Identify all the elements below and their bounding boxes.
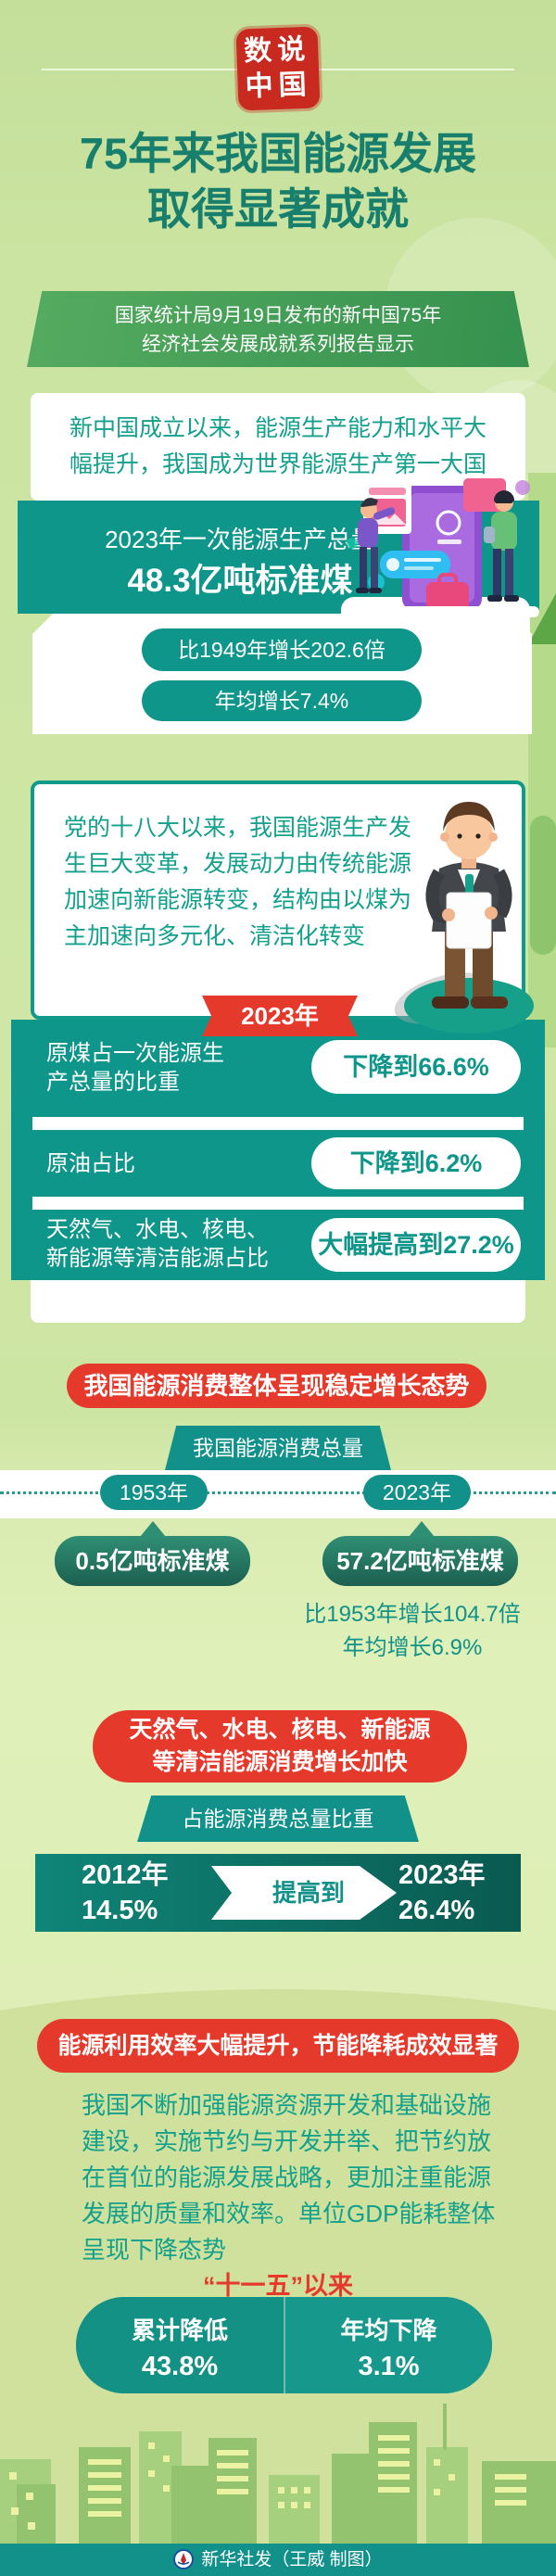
- efficiency-paragraph: 我国不断加强能源资源开发和基础设施 建设，实施节约与开发并举、把节约放 在首位的…: [82, 2087, 495, 2268]
- footer-credit-bar: 新华社发（王威 制图）: [0, 2544, 556, 2576]
- efficiency-stats-container: 累计降低 43.8% 年均下降 3.1%: [76, 2297, 492, 2393]
- consumption-headline-pill: 我国能源消费整体呈现稳定增长态势: [67, 1364, 486, 1408]
- end-value-text: 57.2亿吨标准煤: [336, 1547, 504, 1575]
- row3-label: 天然气、水电、核电、 新能源等清洁能源占比: [46, 1215, 269, 1273]
- production-growth-card: 比1949年增长202.6倍 年均增长7.4%: [32, 614, 532, 734]
- row1-value-pill: 下降到66.6%: [311, 1040, 521, 1094]
- stat1-value: 43.8%: [141, 2352, 219, 2381]
- decor-right-leaf: [530, 816, 556, 955]
- shuo-shuo-zhongguo-seal: 数说 中国: [235, 26, 321, 111]
- share-from-block: 2012年 14.5%: [82, 1858, 169, 1928]
- efficiency-para-line2: 建设，实施节约与开发并举、把节约放: [82, 2127, 492, 2155]
- efficiency-para-line1: 我国不断加强能源资源开发和基础设施: [82, 2091, 492, 2119]
- consumption-ribbon: 我国能源消费总量: [165, 1426, 391, 1470]
- efficiency-para-line4: 发展的质量和效率。单位GDP能耗整体: [82, 2200, 496, 2227]
- production-total-value: 48.3亿吨标准煤: [127, 563, 353, 599]
- clean-energy-headline: 天然气、水电、核电、新能源 等清洁能源消费增长加快: [93, 1710, 467, 1783]
- production-intro-line2: 幅提升，我国成为世界能源生产第一大国: [69, 451, 486, 477]
- consumption-growth-line2: 年均增长6.9%: [342, 1635, 483, 1660]
- share-to-year: 2023年: [398, 1860, 486, 1890]
- clean-headline-line2: 等清洁能源消费增长加快: [152, 1749, 408, 1775]
- row3-value-pill: 大幅提高到27.2%: [311, 1218, 521, 1272]
- row-separator-1: [32, 1117, 524, 1130]
- start-value-bubble: 0.5亿吨标准煤: [55, 1521, 250, 1586]
- seal-text-line1: 数说: [243, 33, 311, 68]
- share-comparison-bar: 2012年 14.5% 提高到 2023年 26.4%: [35, 1854, 521, 1932]
- production-total-label: 2023年一次能源生产总量: [105, 526, 375, 553]
- stat-box-annual: 年均下降 3.1%: [285, 2297, 492, 2393]
- stat2-value: 3.1%: [358, 2352, 420, 2381]
- share-from-value: 14.5%: [82, 1896, 158, 1925]
- timeline-year-end: 2023年: [363, 1475, 471, 1510]
- production-intro-line1: 新中国成立以来，能源生产能力和水平大: [69, 415, 486, 441]
- row1-label: 原煤占一次能源生 产总量的比重: [46, 1039, 224, 1097]
- share-ribbon: 占能源消费总量比重: [137, 1796, 419, 1842]
- efficiency-headline-pill: 能源利用效率大幅提升，节能降耗成效显著: [37, 2019, 519, 2073]
- share-to-value: 26.4%: [398, 1896, 475, 1925]
- end-value-bubble: 57.2亿吨标准煤: [322, 1521, 518, 1586]
- source-banner-line1: 国家统计局9月19日发布的新中国75年: [114, 305, 442, 326]
- share-arrow: 提高到: [211, 1866, 397, 1920]
- row3-label-line1: 天然气、水电、核电、: [46, 1217, 269, 1242]
- row-separator-2: [32, 1197, 524, 1210]
- production-intro-card: 新中国成立以来，能源生产能力和水平大 幅提升，我国成为世界能源生产第一大国: [31, 393, 525, 501]
- businessman-illustration: [394, 802, 534, 1034]
- share-from-year: 2012年: [82, 1860, 169, 1890]
- city-skyline: [0, 2404, 556, 2544]
- row1-label-line2: 产总量的比重: [46, 1070, 180, 1095]
- source-banner-line2: 经济社会发展成就系列报告显示: [142, 334, 414, 355]
- structure-paragraph: 党的十八大以来，我国能源生产发 生巨大变革，发展动力由传统能源 加速向新能源转变…: [64, 810, 411, 955]
- consumption-growth-line1: 比1953年增长104.7倍: [304, 1602, 521, 1627]
- timeline-dotted-line: [0, 1491, 556, 1494]
- efficiency-period-label: “十一五”以来: [203, 2272, 353, 2300]
- stat2-label: 年均下降: [340, 2316, 437, 2344]
- production-intro-text: 新中国成立以来，能源生产能力和水平大 幅提升，我国成为世界能源生产第一大国: [31, 393, 525, 483]
- stat-box-cumulative: 累计降低 43.8%: [76, 2297, 284, 2393]
- rows-bottom-band: [31, 1280, 525, 1323]
- structure-para-line3: 加速向新能源转变，结构由以煤为: [64, 887, 412, 913]
- year-2023-ribbon: 2023年: [202, 996, 358, 1036]
- row2-value-pill: 下降到6.2%: [311, 1137, 521, 1189]
- efficiency-para-line3: 在首位的能源发展战略，更加注重能源: [82, 2164, 492, 2191]
- end-bubble-pointer: [409, 1521, 435, 1537]
- share-to-block: 2023年 26.4%: [398, 1858, 486, 1928]
- structure-para-line4: 主加速向多元化、清洁化转变: [64, 923, 366, 949]
- seal-text-line2: 中国: [245, 69, 313, 103]
- structure-para-line1: 党的十八大以来，我国能源生产发: [64, 815, 412, 841]
- growth-pill-2: 年均增长7.4%: [142, 680, 422, 721]
- timeline-year-start: 1953年: [100, 1475, 208, 1510]
- start-value-text: 0.5亿吨标准煤: [75, 1547, 230, 1575]
- page-title-line2: 取得显著成就: [147, 184, 409, 234]
- xinhua-emblem: [173, 2549, 195, 2570]
- structure-para-line2: 生巨大变革，发展动力由传统能源: [64, 851, 412, 877]
- page-title-line1: 75年来我国能源发展: [79, 129, 477, 178]
- row3-label-line2: 新能源等清洁能源占比: [46, 1246, 269, 1271]
- stat1-label: 累计降低: [131, 2316, 228, 2344]
- start-bubble-pointer: [140, 1521, 166, 1537]
- row2-label: 原油占比: [46, 1149, 135, 1178]
- timeline-band: [0, 1470, 556, 1518]
- source-banner: 国家统计局9月19日发布的新中国75年 经济社会发展成就系列报告显示: [27, 291, 529, 367]
- clean-headline-line1: 天然气、水电、核电、新能源: [129, 1717, 431, 1743]
- stat-divider: [284, 2297, 285, 2393]
- row1-label-line1: 原煤占一次能源生: [46, 1041, 224, 1066]
- page-title: 75年来我国能源发展 取得显著成就: [0, 126, 556, 237]
- consumption-growth-text: 比1953年增长104.7倍 年均增长6.9%: [278, 1598, 547, 1665]
- growth-pill-1: 比1949年增长202.6倍: [142, 628, 422, 671]
- row2-label-line1: 原油占比: [46, 1151, 135, 1176]
- efficiency-para-line5: 呈现下降态势: [82, 2236, 227, 2264]
- footer-credit-text: 新华社发（王威 制图）: [201, 2550, 383, 2570]
- people-with-phone-illustration: [345, 478, 539, 617]
